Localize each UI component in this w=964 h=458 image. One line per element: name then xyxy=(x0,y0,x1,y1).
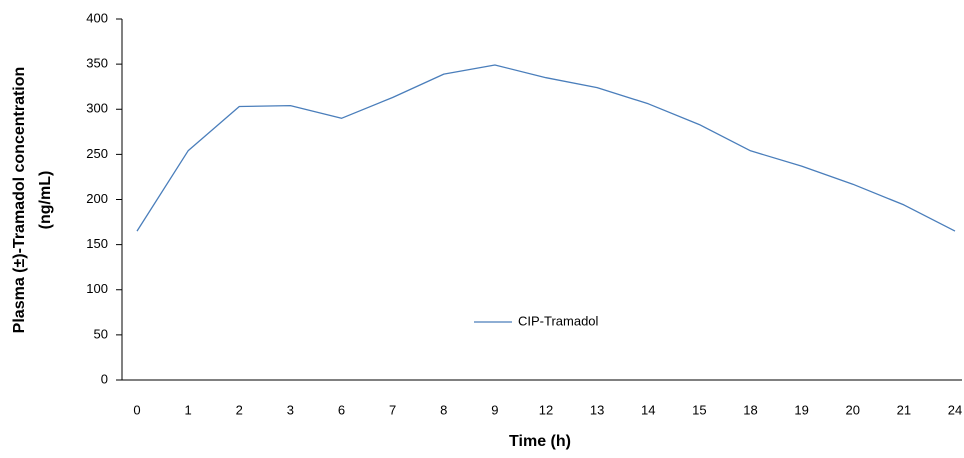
x-tick-label: 6 xyxy=(338,402,345,417)
x-axis-title: Time (h) xyxy=(509,433,571,450)
x-tick-label: 21 xyxy=(897,402,911,417)
x-tick-label: 20 xyxy=(846,402,860,417)
y-tick-label: 0 xyxy=(101,371,108,386)
x-tick-label: 1 xyxy=(185,402,192,417)
x-tick-label: 13 xyxy=(590,402,604,417)
x-tick-label: 15 xyxy=(692,402,706,417)
y-tick-label: 200 xyxy=(86,191,108,206)
x-tick-label: 0 xyxy=(133,402,140,417)
y-tick-label: 150 xyxy=(86,236,108,251)
y-tick-label: 50 xyxy=(94,326,108,341)
y-tick-label: 250 xyxy=(86,146,108,161)
x-tick-label: 12 xyxy=(539,402,553,417)
y-tick-label: 400 xyxy=(86,10,108,25)
x-tick-label: 14 xyxy=(641,402,655,417)
legend-label: CIP-Tramadol xyxy=(518,313,599,328)
x-tick-label: 8 xyxy=(440,402,447,417)
x-tick-label: 19 xyxy=(794,402,808,417)
y-tick-label: 300 xyxy=(86,101,108,116)
x-tick-label: 18 xyxy=(743,402,757,417)
data-line xyxy=(136,64,956,232)
y-tick-label: 350 xyxy=(86,56,108,71)
x-tick-label: 2 xyxy=(236,402,243,417)
y-tick-label: 100 xyxy=(86,281,108,296)
y-axis-title: Plasma (±)-Tramadol concentration xyxy=(11,67,28,334)
x-tick-label: 7 xyxy=(389,402,396,417)
y-axis-title: (ng/mL) xyxy=(37,171,54,230)
x-tick-label: 3 xyxy=(287,402,294,417)
x-tick-label: 9 xyxy=(491,402,498,417)
x-tick-label: 24 xyxy=(948,402,962,417)
